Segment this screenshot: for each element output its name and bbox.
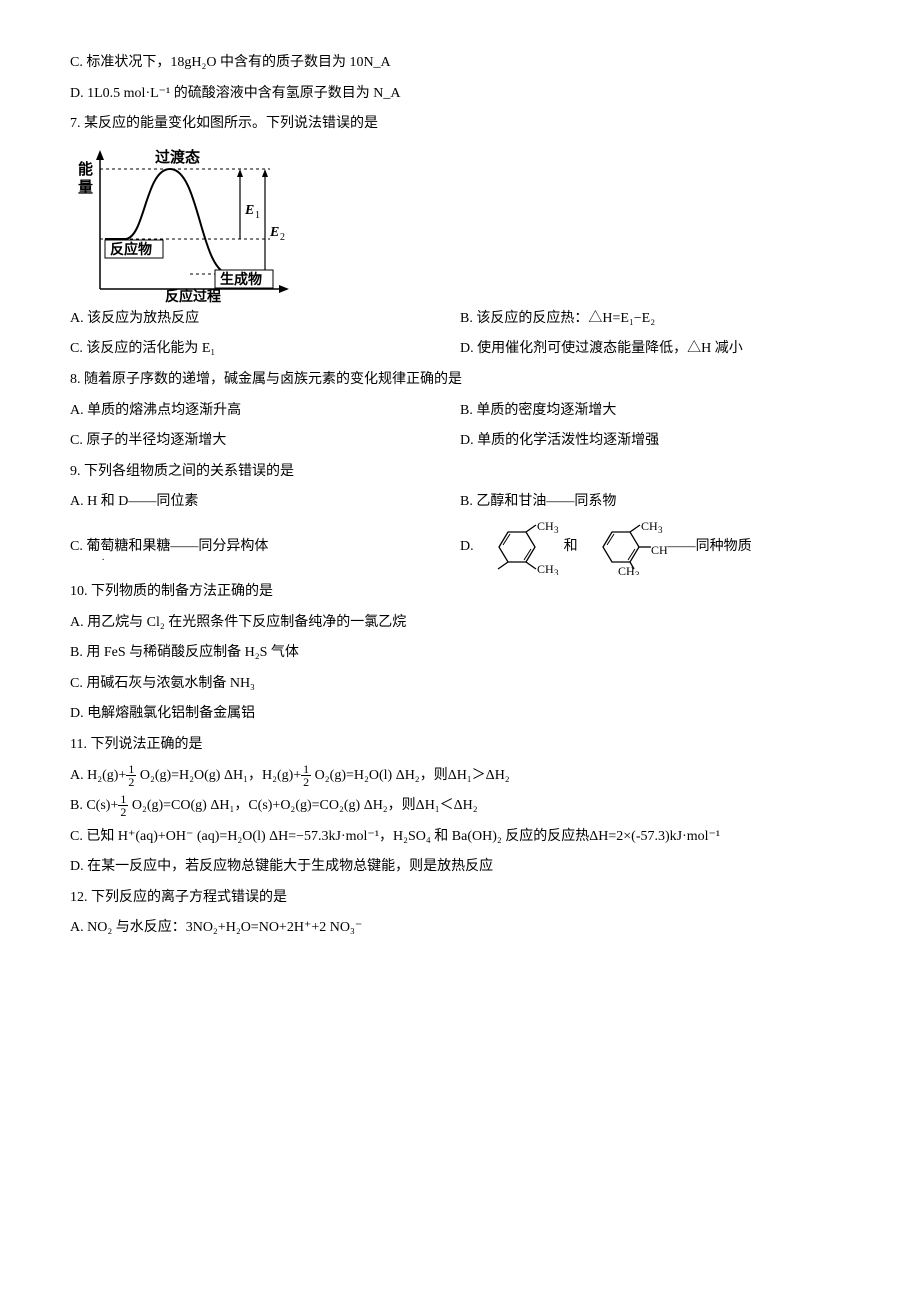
svg-text:3: 3 <box>554 568 559 575</box>
q9-option-b: B. 乙醇和甘油——同系物 <box>460 489 850 516</box>
option-d: D. 1L0.5 mol·L⁻¹ 的硫酸溶液中含有氢原子数目为 N_A <box>70 81 850 108</box>
q7-option-c: C. 该反应的活化能为 E₁ <box>70 336 460 363</box>
ch3-label-2: CH <box>537 562 554 575</box>
energy-diagram: 能 量 反应过程 过渡态 E 1 E 2 反应物 生成物 <box>70 144 850 304</box>
svg-text:3: 3 <box>635 570 640 575</box>
question-8: 8. 随着原子序数的递增，碱金属与卤族元素的变化规律正确的是 <box>70 367 850 394</box>
svg-text:CH: CH <box>618 564 635 575</box>
q10-option-b: B. 用 FeS 与稀硝酸反应制备 H₂S 气体 <box>70 640 850 667</box>
transition-state-label: 过渡态 <box>155 148 200 166</box>
q11-option-d: D. 在某一反应中，若反应物总键能大于生成物总键能，则是放热反应 <box>70 854 850 881</box>
q8-option-a: A. 单质的熔沸点均逐渐升高 <box>70 398 460 425</box>
svg-text:CH: CH <box>641 520 658 533</box>
e2-sub: 2 <box>280 232 285 243</box>
q11-option-a: A. H₂(g)+12 O₂(g)=H₂O(g) ΔH₁，H₂(g)+12 O₂… <box>70 763 850 790</box>
q9-option-d: D. CH 3 CH 3 和 CH 3 CH 3 <box>460 520 850 575</box>
q9-option-c: C. 葡萄糖和果糖——同分异构体 . <box>70 534 460 561</box>
svg-text:3: 3 <box>554 525 559 535</box>
q7-option-b: B. 该反应的反应热：△H=E₁−E₂ <box>460 306 850 333</box>
question-9: 9. 下列各组物质之间的关系错误的是 <box>70 459 850 486</box>
reactants-label: 反应物 <box>110 241 152 258</box>
y-axis-label-1: 能 <box>78 160 93 178</box>
svg-text:CH: CH <box>651 543 668 557</box>
x-axis-label: 反应过程 <box>165 288 221 304</box>
svg-text:3: 3 <box>658 525 663 535</box>
question-12: 12. 下列反应的离子方程式错误的是 <box>70 885 850 912</box>
q7-option-a: A. 该反应为放热反应 <box>70 306 460 333</box>
q8-option-b: B. 单质的密度均逐渐增大 <box>460 398 850 425</box>
q8-option-c: C. 原子的半径均逐渐增大 <box>70 428 460 455</box>
option-c: C. 标准状况下，18gH₂O 中含有的质子数目为 10N_A <box>70 50 850 77</box>
question-10: 10. 下列物质的制备方法正确的是 <box>70 579 850 606</box>
q12-option-a: A. NO₂ 与水反应：3NO₂+H₂O=NO+2H⁺+2 NO₃⁻ <box>70 915 850 942</box>
q11-option-b: B. C(s)+12 O₂(g)=CO(g) ΔH₁，C(s)+O₂(g)=CO… <box>70 793 850 820</box>
q8-option-d: D. 单质的化学活泼性均逐渐增强 <box>460 428 850 455</box>
q10-option-a: A. 用乙烷与 Cl₂ 在光照条件下反应制备纯净的一氯乙烷 <box>70 610 850 637</box>
benzene-ortho-icon: CH 3 CH 3 CH 3 <box>578 520 668 575</box>
benzene-para-icon: CH 3 CH 3 <box>474 520 564 575</box>
q10-option-c: C. 用碱石灰与浓氨水制备 NH₃ <box>70 671 850 698</box>
q9-option-a: A. H 和 D——同位素 <box>70 489 460 516</box>
y-axis-label-2: 量 <box>78 179 93 196</box>
q7-option-d: D. 使用催化剂可使过渡态能量降低，△H 减小 <box>460 336 850 363</box>
ch3-label: CH <box>537 520 554 533</box>
e1-sub: 1 <box>255 210 260 221</box>
products-label: 生成物 <box>220 271 262 288</box>
q10-option-d: D. 电解熔融氯化铝制备金属铝 <box>70 701 850 728</box>
e1-label: E <box>244 203 254 218</box>
e2-label: E <box>269 225 279 240</box>
question-7: 7. 某反应的能量变化如图所示。下列说法错误的是 <box>70 111 850 138</box>
q11-option-c: C. 已知 H⁺(aq)+OH⁻ (aq)=H₂O(l) ΔH=−57.3kJ·… <box>70 824 850 851</box>
question-11: 11. 下列说法正确的是 <box>70 732 850 759</box>
